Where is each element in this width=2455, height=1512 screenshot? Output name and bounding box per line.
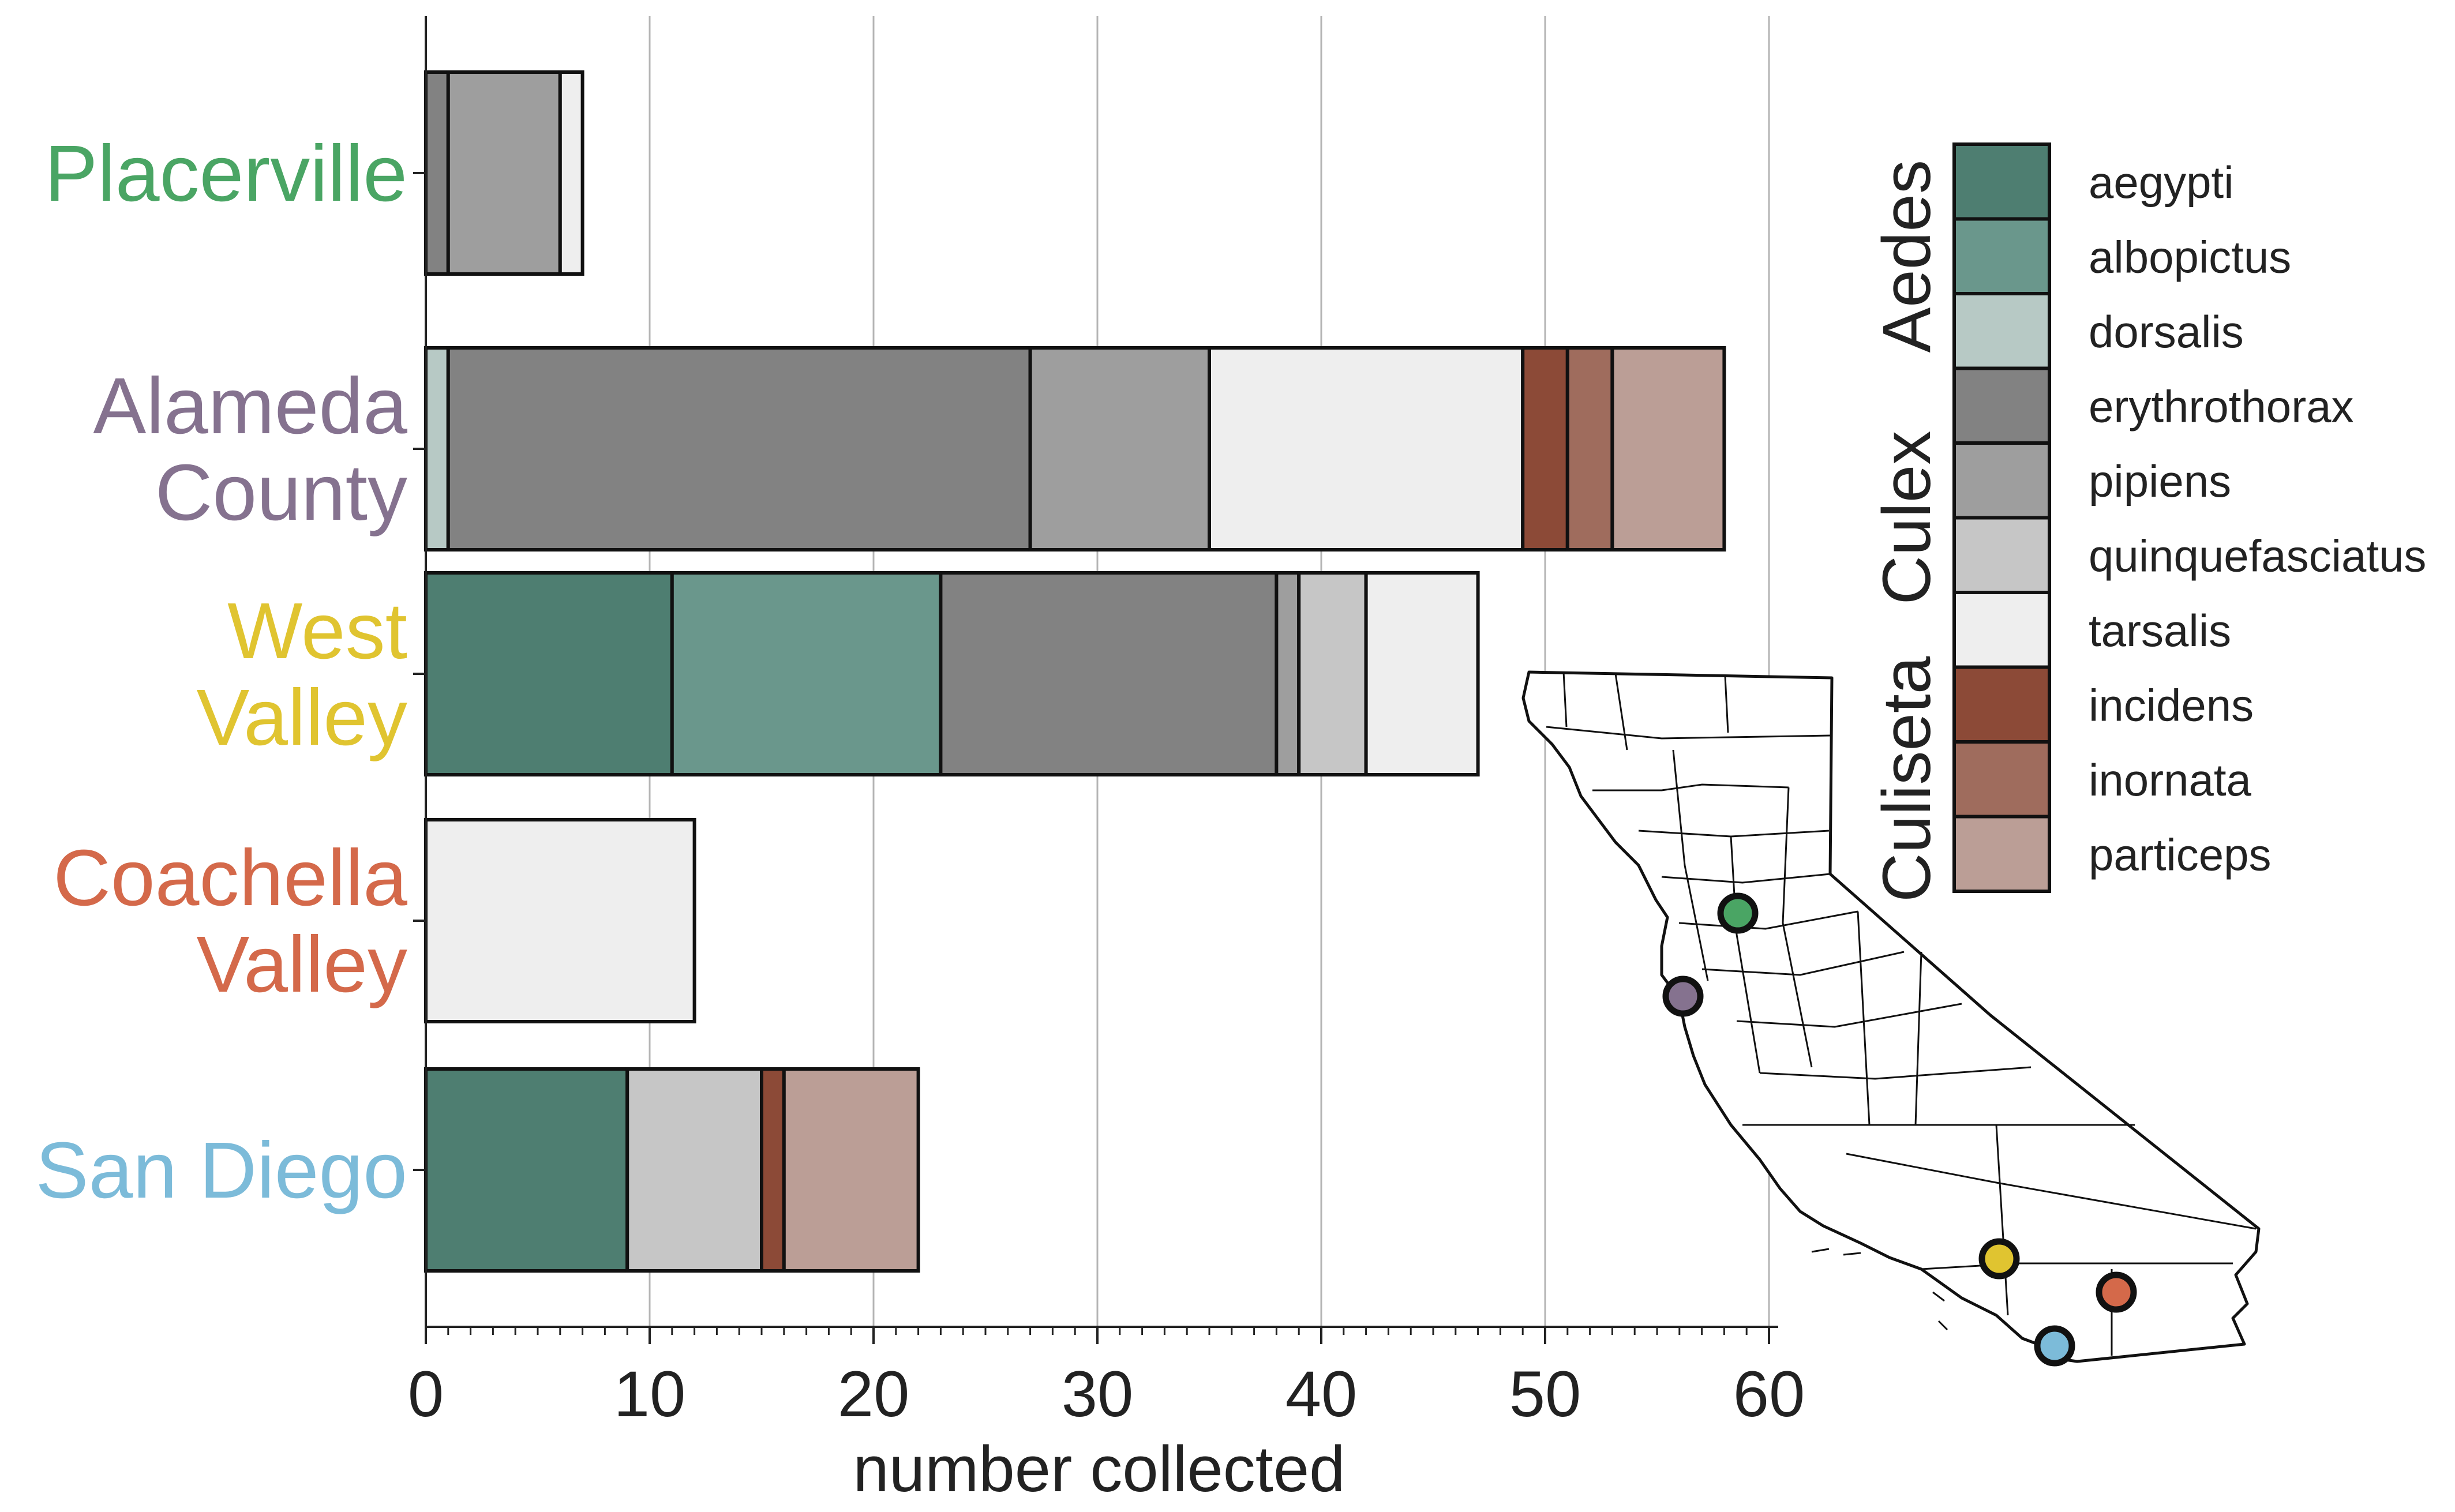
bar-segment-alameda-inornata <box>1565 346 1614 551</box>
legend-swatch-aegypti <box>1952 142 2051 221</box>
bar-segment-alameda-erythrothorax <box>446 346 1032 551</box>
legend-label-incidens: incidens <box>2089 680 2254 730</box>
legend-genus-culex: Culex <box>1869 431 1945 605</box>
map-marker-placerville <box>1717 892 1759 934</box>
category-label-alameda: Alameda County <box>93 362 407 537</box>
legend-swatch-dorsalis <box>1952 292 2051 370</box>
bar-segment-placerville-pipiens <box>446 70 562 276</box>
legend-label-particeps: particeps <box>2089 829 2272 880</box>
bar-segment-west-valley-aegypti <box>424 571 674 776</box>
map-marker-san-diego <box>2034 1325 2075 1367</box>
legend-swatch-inornata <box>1952 740 2051 819</box>
x-tick-label: 30 <box>1062 1358 1134 1430</box>
california-map-inset <box>1521 670 2261 1367</box>
legend-swatch-incidens <box>1952 665 2051 744</box>
legend-label-albopictus: albopictus <box>2089 231 2291 282</box>
category-label-san-diego: San Diego <box>36 1126 407 1215</box>
x-tick-label: 0 <box>408 1358 444 1430</box>
legend: aegypti albopictus dorsalis erythrothorax pi… <box>1869 142 2426 902</box>
map-marker-alameda <box>1662 976 1704 1017</box>
legend-swatch-erythrothorax <box>1952 366 2051 445</box>
site-markers <box>1662 892 2137 1367</box>
county-lines <box>1546 671 2257 1356</box>
bar-segment-alameda-incidens <box>1521 346 1569 551</box>
bars <box>424 70 1726 1273</box>
x-tick-label: 50 <box>1509 1358 1581 1430</box>
legend-label-tarsalis: tarsalis <box>2089 605 2231 656</box>
bar-segment-alameda-particeps <box>1610 346 1726 551</box>
legend-genus-culiseta: Culiseta <box>1869 656 1945 902</box>
map-marker-west-valley <box>1978 1238 2020 1280</box>
x-tick-label: 40 <box>1285 1358 1358 1430</box>
legend-label-aegypti: aegypti <box>2089 157 2234 208</box>
x-axis-label: number collected <box>853 1433 1345 1505</box>
legend-swatch-albopictus <box>1952 217 2051 295</box>
bar-segment-coachella-tarsalis <box>424 818 696 1023</box>
bar-segment-alameda-tarsalis <box>1208 346 1525 551</box>
category-labels: Placerville Alameda County West Valley Coache… <box>36 129 408 1215</box>
bar-segment-west-valley-albopictus <box>670 571 943 776</box>
bar-segment-alameda-dorsalis <box>424 346 450 551</box>
legend-swatch-tarsalis <box>1952 591 2051 669</box>
category-label-west-valley: West Valley <box>196 587 407 762</box>
bar-segment-west-valley-erythrothorax <box>939 571 1279 776</box>
category-label-placerville: Placerville <box>44 129 407 218</box>
bar-segment-placerville-tarsalis <box>558 70 584 276</box>
bar-segment-west-valley-tarsalis <box>1364 571 1480 776</box>
axes: 0 10 20 30 40 50 60 <box>408 16 1805 1430</box>
x-tick-label: 10 <box>614 1358 686 1430</box>
island-fragments <box>1811 1248 1948 1331</box>
legend-label-dorsalis: dorsalis <box>2089 306 2244 357</box>
legend-label-pipiens: pipiens <box>2089 456 2231 506</box>
x-tick-label: 20 <box>838 1358 910 1430</box>
legend-swatch-quinquefasciatus <box>1952 516 2051 594</box>
bar-segment-placerville-erythrothorax <box>424 70 450 276</box>
legend-genus-aedes: Aedes <box>1869 160 1945 353</box>
bar-segment-west-valley-quinquefasciatus <box>1297 571 1368 776</box>
legend-label-erythrothorax: erythrothorax <box>2089 381 2354 432</box>
bar-segment-west-valley-pipiens <box>1275 571 1301 776</box>
bar-segment-alameda-pipiens <box>1028 346 1211 551</box>
bar-segment-san-diego-aegypti <box>424 1067 629 1273</box>
bar-segment-san-diego-particeps <box>782 1067 920 1273</box>
map-marker-coachella <box>2096 1271 2137 1313</box>
legend-label-quinquefasciatus: quinquefasciatus <box>2089 530 2426 581</box>
legend-swatch-pipiens <box>1952 441 2051 520</box>
legend-swatch-particeps <box>1952 815 2051 893</box>
legend-label-inornata: inornata <box>2089 755 2251 805</box>
bar-segment-san-diego-incidens <box>760 1067 786 1273</box>
bar-segment-san-diego-quinquefasciatus <box>625 1067 763 1273</box>
category-label-coachella: Coachella Valley <box>53 834 407 1009</box>
x-tick-label: 60 <box>1733 1358 1805 1430</box>
